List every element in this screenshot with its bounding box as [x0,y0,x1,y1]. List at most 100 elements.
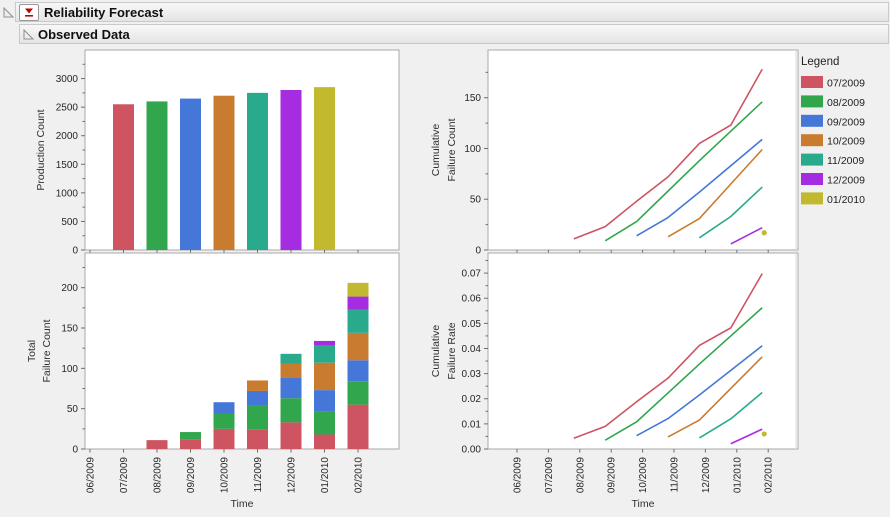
outline-header-observed-data[interactable]: Observed Data [19,24,889,44]
y-tick-label: 2000 [56,131,79,142]
bar-01/2010[interactable] [314,87,335,250]
bar-segment-11/2009-09/2009[interactable] [247,390,268,406]
bar-09/2009[interactable] [180,98,201,250]
line-07/2009[interactable] [573,273,763,439]
bar-segment-02/2010-08/2009[interactable] [347,381,369,405]
bar-segment-01/2010-09/2009[interactable] [314,390,335,412]
y-axis-cumulative-failure-rate: 0.00 0.01 0.02 0.03 0.04 0.05 0.06 0.07 [462,260,488,456]
point-01/2010[interactable] [761,230,767,236]
x-axis-title: Time [231,498,254,510]
disclosure-triangle-icon[interactable] [22,28,35,41]
x-tick-label: 12/2009 [287,457,298,494]
legend-entry-11/2009[interactable]: 11/2009 [801,153,864,168]
red-triangle-menu-button[interactable] [19,3,39,21]
legend-entry-08/2009[interactable]: 08/2009 [801,95,865,109]
panel-cumulative-failure-count: 0 50 100 150 Cumulative Failure Count [430,49,799,257]
bar-segment-10/2009-07/2009[interactable] [213,428,235,449]
bar-12/2009[interactable] [280,90,302,250]
bar-segment-02/2010-12/2009[interactable] [347,296,369,310]
legend-swatch[interactable] [801,192,823,205]
x-tick-label: 01/2010 [732,457,743,494]
line-09/2009[interactable] [636,345,763,437]
legend-swatch[interactable] [801,173,823,185]
x-tick-label: 08/2009 [153,457,164,494]
legend-swatch[interactable] [801,95,823,108]
legend-entry-09/2009[interactable]: 09/2009 [801,114,865,129]
legend-swatch[interactable] [801,153,823,166]
bar-segment-11/2009-08/2009[interactable] [247,405,268,430]
bar-segment-09/2009-08/2009[interactable] [180,432,201,440]
section-title: Observed Data [38,26,130,42]
legend-swatch[interactable] [801,134,823,147]
bar-segment-12/2009-07/2009[interactable] [280,422,302,449]
y-axis-cumulative-failure-count: 0 50 100 150 [464,71,488,257]
legend-entry-10/2009[interactable]: 10/2009 [801,134,865,148]
legend-swatch[interactable] [801,76,823,88]
bar-segment-11/2009-10/2009[interactable] [247,380,268,391]
y-tick-label: 100 [61,364,78,375]
bar-10/2009[interactable] [213,95,235,250]
bar-segment-11/2009-07/2009[interactable] [247,429,268,449]
bar-segment-02/2010-01/2010[interactable] [347,282,369,297]
bar-segment-12/2009-10/2009[interactable] [280,363,302,379]
line-12/2009[interactable] [730,226,763,245]
bar-segment-08/2009-07/2009[interactable] [146,440,168,449]
line-07/2009[interactable] [573,68,763,240]
bar-segment-01/2010-10/2009[interactable] [314,362,335,391]
line-10/2009[interactable] [667,356,763,438]
legend-swatch[interactable] [801,114,823,127]
x-tick-label: 02/2010 [354,457,365,494]
y-tick-label: 50 [470,195,482,206]
bar-segment-02/2010-07/2009[interactable] [347,404,369,449]
legend-entry-label: 11/2009 [827,155,864,167]
bar-07/2009[interactable] [113,104,134,251]
bar-segment-02/2010-11/2009[interactable] [347,309,369,333]
legend-entry-07/2009[interactable]: 07/2009 [801,76,865,90]
legend-entry-label: 08/2009 [827,97,865,109]
bar-08/2009[interactable] [146,101,168,250]
line-11/2009[interactable] [698,186,763,239]
bar-segment-02/2010-10/2009[interactable] [347,332,369,361]
line-11/2009[interactable] [698,391,763,439]
y-tick-label: 150 [61,324,78,335]
line-12/2009[interactable] [730,428,763,445]
bar-segment-10/2009-08/2009[interactable] [213,413,235,429]
y-tick-label: 0.05 [462,319,482,330]
y-tick-label: 0.06 [462,294,482,305]
y-axis-title: Failure Count [446,118,458,181]
bar-segment-12/2009-08/2009[interactable] [280,398,302,423]
point-01/2010[interactable] [761,431,767,437]
x-tick-label: 10/2009 [638,457,649,494]
bar-segment-01/2010-11/2009[interactable] [314,345,335,363]
legend-title: Legend [801,56,839,68]
outline-header-reliability-forecast[interactable]: Reliability Forecast [15,2,889,22]
y-tick-label: 3000 [56,74,79,85]
x-tick-label: 06/2009 [513,457,524,494]
line-10/2009[interactable] [667,148,763,238]
x-tick-label: 01/2010 [320,457,331,494]
y-axis-title: Production Count [35,109,47,190]
line-08/2009[interactable] [604,307,763,441]
legend-entry-label: 01/2010 [827,194,865,206]
legend-entry-12/2009[interactable]: 12/2009 [801,173,865,187]
y-axis-production-count: 0 500 1000 1500 2000 2500 3000 [56,63,85,257]
bar-segment-01/2010-07/2009[interactable] [314,434,335,449]
plot-frame [84,252,400,450]
x-tick-label: 09/2009 [607,457,618,494]
line-08/2009[interactable] [604,101,763,242]
x-tick-label: 02/2010 [764,457,775,494]
bar-segment-01/2010-08/2009[interactable] [314,411,335,435]
y-tick-label: 200 [61,283,78,294]
disclosure-triangle-icon[interactable] [2,6,15,19]
legend-entry-01/2010[interactable]: 01/2010 [801,192,865,206]
bar-segment-10/2009-09/2009[interactable] [213,402,235,414]
bar-segment-12/2009-09/2009[interactable] [280,378,302,399]
bar-segment-12/2009-11/2009[interactable] [280,353,302,364]
bar-segment-02/2010-09/2009[interactable] [347,360,369,382]
bar-11/2009[interactable] [247,92,268,250]
bar-segment-09/2009-07/2009[interactable] [180,439,201,449]
legend-entry-label: 12/2009 [827,175,865,187]
line-09/2009[interactable] [636,138,763,237]
bar-segment-01/2010-12/2009[interactable] [314,340,335,346]
